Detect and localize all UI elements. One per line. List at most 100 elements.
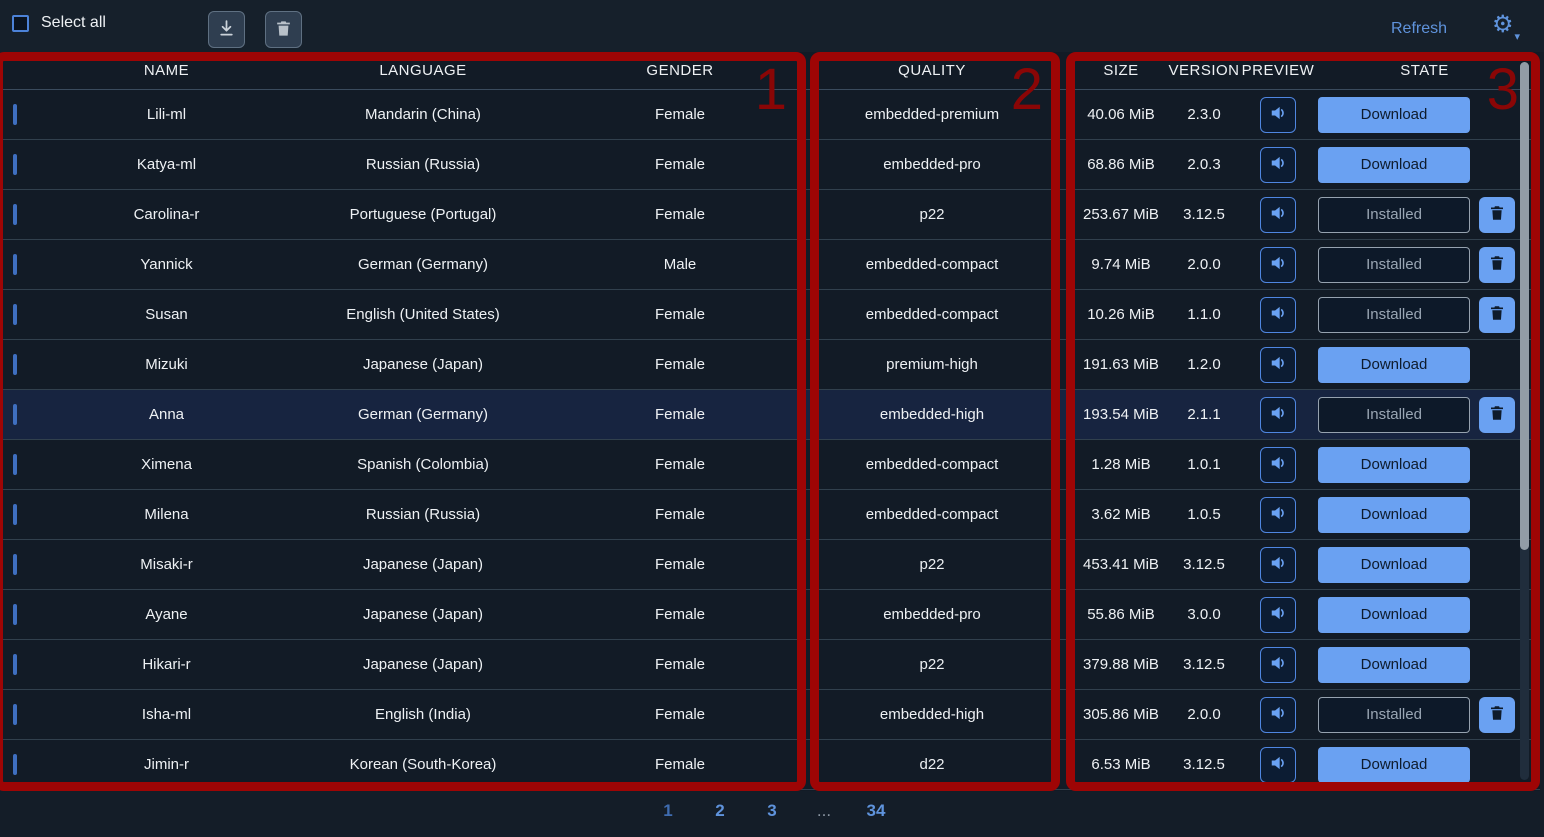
preview-audio-button[interactable] (1260, 296, 1296, 333)
preview-audio-button[interactable] (1260, 596, 1296, 633)
voice-version: 3.12.5 (1183, 206, 1225, 223)
trash-icon (1488, 704, 1506, 725)
delete-voice-button[interactable] (1479, 696, 1515, 733)
voice-gender: Female (654, 606, 706, 623)
column-header-size: SIZE (1103, 62, 1139, 79)
download-button[interactable]: Download (1318, 546, 1470, 583)
voice-size: 305.86 MiB (1083, 706, 1159, 723)
table-row: Anna German (Germany) Female embedded-hi… (0, 390, 1540, 440)
download-button[interactable]: Download (1318, 746, 1470, 783)
voice-gender: Female (654, 456, 706, 473)
preview-audio-button[interactable] (1260, 446, 1296, 483)
voice-quality: embedded-compact (865, 506, 999, 523)
download-button[interactable]: Download (1318, 346, 1470, 383)
settings-menu-button[interactable]: ⚙▾ (1492, 13, 1520, 44)
pagination-page-current[interactable]: 1 (657, 801, 679, 821)
voice-quality: p22 (919, 556, 945, 573)
delete-voice-button[interactable] (1479, 196, 1515, 233)
preview-audio-button[interactable] (1260, 346, 1296, 383)
voice-version: 3.12.5 (1183, 756, 1225, 773)
preview-audio-button[interactable] (1260, 196, 1296, 233)
row-checkbox[interactable] (13, 354, 17, 375)
trash-icon (1488, 404, 1506, 425)
chevron-down-icon: ▾ (1514, 31, 1521, 43)
voice-language: English (India) (375, 706, 471, 723)
voice-size: 253.67 MiB (1083, 206, 1159, 223)
pagination-page[interactable]: 34 (866, 801, 886, 820)
table-body: Lili-ml Mandarin (China) Female embedded… (0, 90, 1540, 790)
row-checkbox[interactable] (13, 554, 17, 575)
column-header-name: NAME (143, 62, 190, 79)
voice-quality: embedded-pro (883, 606, 981, 623)
pagination-page[interactable]: 3 (761, 801, 783, 821)
download-selected-button[interactable] (208, 11, 245, 48)
preview-audio-button[interactable] (1260, 546, 1296, 583)
download-button[interactable]: Download (1318, 96, 1470, 133)
installed-button: Installed (1318, 196, 1470, 233)
voice-name: Susan (145, 306, 188, 323)
row-checkbox[interactable] (13, 604, 17, 625)
select-all-control[interactable]: Select all (12, 14, 106, 32)
table-row: Ayane Japanese (Japan) Female embedded-p… (0, 590, 1540, 640)
select-all-checkbox[interactable] (12, 14, 29, 32)
voice-size: 3.62 MiB (1091, 506, 1151, 523)
pagination: 1 2 3... 34 (0, 794, 1544, 828)
delete-selected-button[interactable] (265, 11, 302, 48)
voice-quality: embedded-compact (865, 456, 999, 473)
row-checkbox[interactable] (13, 504, 17, 525)
delete-voice-button[interactable] (1479, 296, 1515, 333)
voice-quality: embedded-high (879, 406, 985, 423)
table-row: Mizuki Japanese (Japan) Female premium-h… (0, 340, 1540, 390)
preview-audio-button[interactable] (1260, 396, 1296, 433)
row-checkbox[interactable] (13, 754, 17, 775)
row-checkbox[interactable] (13, 704, 17, 725)
preview-audio-button[interactable] (1260, 146, 1296, 183)
row-checkbox[interactable] (13, 404, 17, 425)
preview-audio-button[interactable] (1260, 696, 1296, 733)
speaker-icon (1268, 403, 1288, 426)
voice-gender: Female (654, 506, 706, 523)
voice-name: Hikari-r (142, 656, 191, 673)
voice-gender: Female (654, 206, 706, 223)
download-button[interactable]: Download (1318, 146, 1470, 183)
delete-voice-button[interactable] (1479, 246, 1515, 283)
voice-quality: embedded-high (879, 706, 985, 723)
refresh-button[interactable]: Refresh (1391, 20, 1448, 37)
preview-audio-button[interactable] (1260, 646, 1296, 683)
column-header-gender: GENDER (646, 62, 714, 79)
table-row: Hikari-r Japanese (Japan) Female p22 379… (0, 640, 1540, 690)
download-button[interactable]: Download (1318, 446, 1470, 483)
row-checkbox[interactable] (13, 654, 17, 675)
voices-table: NAME LANGUAGE GENDER QUALITY SIZE VERSIO… (0, 52, 1540, 791)
download-button[interactable]: Download (1318, 596, 1470, 633)
download-button[interactable]: Download (1318, 646, 1470, 683)
voice-gender: Female (654, 406, 706, 423)
preview-audio-button[interactable] (1260, 96, 1296, 133)
table-row: Isha-ml English (India) Female embedded-… (0, 690, 1540, 740)
voice-gender: Female (654, 306, 706, 323)
row-checkbox[interactable] (13, 204, 17, 225)
preview-audio-button[interactable] (1260, 746, 1296, 783)
preview-audio-button[interactable] (1260, 246, 1296, 283)
row-checkbox[interactable] (13, 254, 17, 275)
row-checkbox[interactable] (13, 104, 17, 125)
table-row: Misaki-r Japanese (Japan) Female p22 453… (0, 540, 1540, 590)
voice-gender: Female (654, 706, 706, 723)
preview-audio-button[interactable] (1260, 496, 1296, 533)
table-row: Lili-ml Mandarin (China) Female embedded… (0, 90, 1540, 140)
table-row: Katya-ml Russian (Russia) Female embedde… (0, 140, 1540, 190)
row-checkbox[interactable] (13, 304, 17, 325)
column-header-preview: PREVIEW (1241, 62, 1315, 79)
voice-language: Korean (South-Korea) (349, 756, 497, 773)
row-checkbox[interactable] (13, 454, 17, 475)
download-button[interactable]: Download (1318, 496, 1470, 533)
pagination-page[interactable]: 2 (709, 801, 731, 821)
row-checkbox[interactable] (13, 154, 17, 175)
voice-size: 55.86 MiB (1087, 606, 1155, 623)
voice-version: 3.12.5 (1183, 656, 1225, 673)
vertical-scrollbar-track[interactable] (1520, 62, 1529, 780)
voice-name: Ximena (141, 456, 192, 473)
delete-voice-button[interactable] (1479, 396, 1515, 433)
vertical-scrollbar-thumb[interactable] (1520, 62, 1529, 550)
installed-button: Installed (1318, 296, 1470, 333)
